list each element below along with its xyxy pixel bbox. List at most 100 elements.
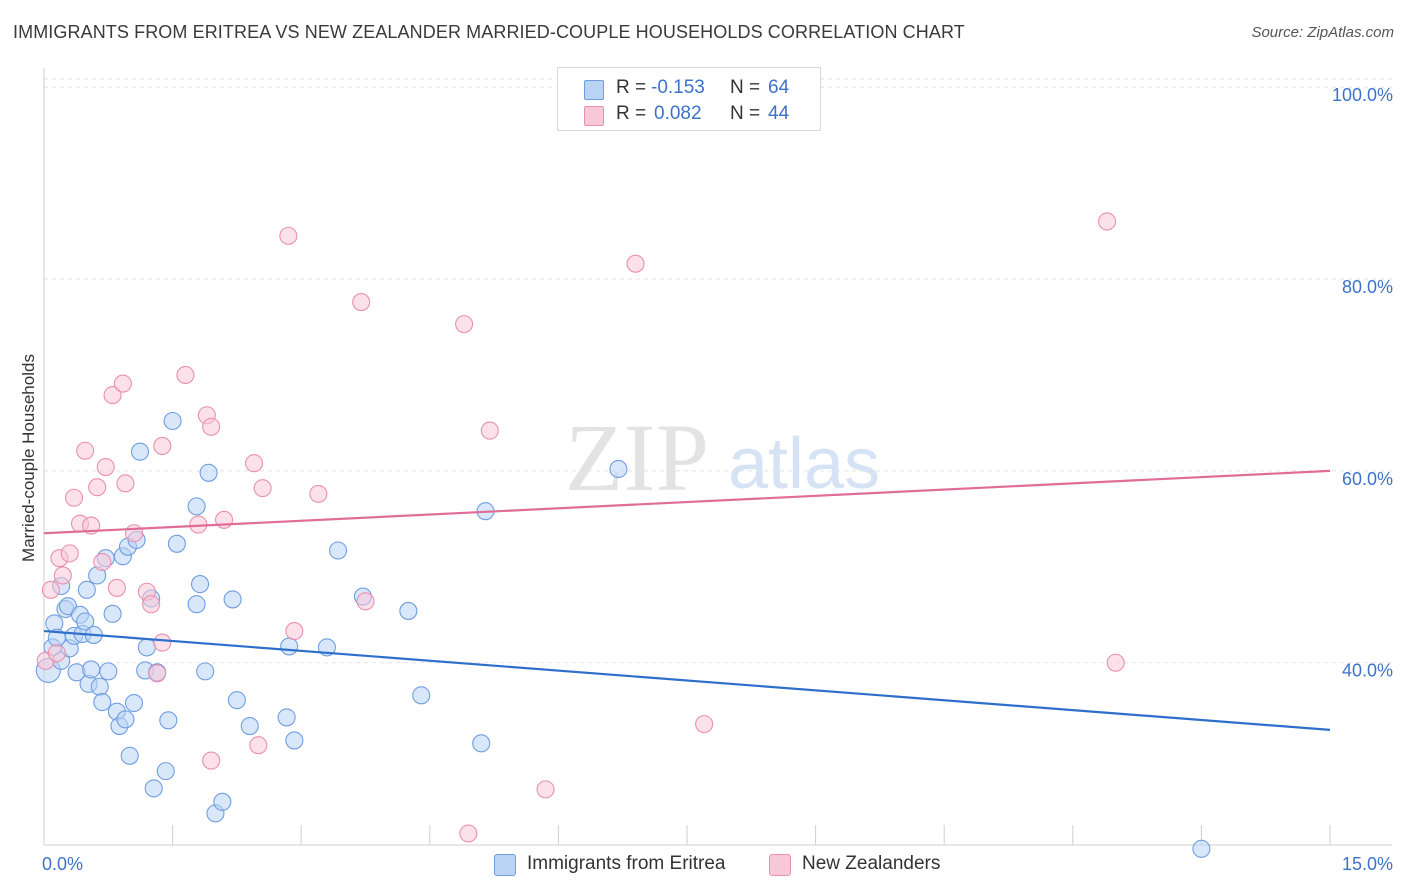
legend-swatch-eritrea: [584, 80, 604, 100]
source-label: Source: ZipAtlas.com: [1251, 24, 1394, 41]
point-new-zealanders: [455, 315, 474, 334]
point-new-zealanders: [202, 417, 221, 436]
point-eritrea: [76, 612, 95, 631]
y-tick-label: 100.0%: [1332, 85, 1393, 105]
chart-title: IMMIGRANTS FROM ERITREA VS NEW ZEALANDER…: [13, 22, 965, 42]
point-new-zealanders: [41, 580, 60, 599]
point-new-zealanders: [626, 254, 645, 273]
legend-row-eritrea: R = -0.153 N = 64: [558, 76, 820, 100]
point-eritrea: [199, 463, 218, 482]
point-eritrea: [93, 693, 112, 712]
point-eritrea: [130, 442, 150, 461]
x-tick-label: 15.0%: [1342, 854, 1393, 874]
point-eritrea: [227, 691, 246, 710]
y-tick-label: 60.0%: [1342, 469, 1393, 489]
point-eritrea: [156, 762, 175, 781]
point-new-zealanders: [279, 226, 298, 245]
point-eritrea: [223, 590, 242, 609]
point-new-zealanders: [113, 374, 132, 393]
point-eritrea: [280, 637, 299, 656]
y-tick-label: 80.0%: [1342, 277, 1393, 297]
bottom-legend-label-new-zealanders: New Zealanders: [802, 853, 941, 874]
watermark: ZIP atlas: [565, 404, 880, 511]
point-new-zealanders: [285, 622, 304, 641]
point-new-zealanders: [309, 484, 328, 503]
trend-line-eritrea: [43, 629, 1331, 731]
point-eritrea: [124, 693, 144, 713]
point-eritrea: [116, 710, 135, 729]
point-new-zealanders: [352, 293, 371, 312]
point-new-zealanders: [47, 644, 66, 663]
point-eritrea: [187, 497, 206, 516]
point-new-zealanders: [53, 566, 72, 585]
point-eritrea: [90, 677, 109, 696]
point-new-zealanders: [253, 479, 272, 498]
legend-swatch-new-zealanders: [584, 106, 604, 126]
point-new-zealanders: [153, 436, 172, 455]
trend-line-new-zealanders: [43, 469, 1331, 535]
point-new-zealanders: [76, 441, 95, 460]
grid-lines: [44, 78, 1392, 664]
point-new-zealanders: [103, 386, 122, 405]
point-eritrea: [285, 731, 304, 750]
point-new-zealanders: [60, 544, 79, 563]
watermark-atlas: atlas: [728, 424, 880, 504]
legend-n-label: N =: [730, 103, 761, 124]
point-new-zealanders: [93, 552, 112, 572]
point-eritrea: [144, 779, 163, 798]
point-eritrea: [120, 746, 139, 765]
point-new-zealanders: [107, 578, 126, 597]
point-eritrea: [240, 717, 259, 736]
legend-row-new-zealanders: R = 0.082 N = 44: [558, 102, 820, 126]
point-eritrea: [196, 662, 215, 681]
point-new-zealanders: [1106, 653, 1125, 672]
legend-r-value: 0.082: [654, 103, 702, 124]
legend: R = -0.153 N = 64 R = 0.082 N = 44: [557, 67, 821, 131]
point-eritrea: [99, 662, 118, 681]
point-eritrea: [1192, 839, 1211, 858]
point-eritrea: [167, 534, 186, 553]
point-eritrea: [159, 711, 178, 730]
point-eritrea: [399, 601, 418, 620]
point-new-zealanders: [244, 454, 264, 473]
bottom-legend-swatch-new-zealanders: [769, 854, 791, 876]
point-eritrea: [190, 575, 210, 594]
trend-layer: [43, 469, 1331, 731]
point-eritrea: [329, 541, 348, 560]
bottom-legend-swatch-eritrea: [494, 854, 516, 876]
point-new-zealanders: [176, 365, 195, 385]
point-new-zealanders: [64, 488, 84, 507]
point-eritrea: [609, 459, 628, 479]
point-eritrea: [163, 411, 182, 431]
point-new-zealanders: [88, 478, 107, 497]
point-eritrea: [82, 660, 101, 679]
point-new-zealanders: [148, 664, 167, 683]
point-new-zealanders: [536, 780, 555, 799]
point-eritrea: [187, 595, 206, 614]
point-new-zealanders: [459, 824, 478, 843]
bottom-legend-label-eritrea: Immigrants from Eritrea: [527, 853, 726, 874]
point-new-zealanders: [96, 458, 115, 477]
axes: [43, 68, 1392, 846]
watermark-zip: ZIP: [565, 404, 709, 511]
point-new-zealanders: [124, 524, 144, 543]
point-eritrea: [103, 604, 122, 623]
point-new-zealanders: [142, 595, 161, 614]
x-tick-label: 0.0%: [42, 854, 83, 874]
legend-r-label: R =: [616, 103, 647, 124]
legend-r-label: R =: [616, 77, 647, 98]
point-eritrea: [472, 734, 491, 753]
point-new-zealanders: [356, 592, 375, 611]
legend-n-value: 44: [768, 103, 790, 124]
point-new-zealanders: [249, 736, 268, 755]
legend-n-label: N =: [730, 77, 761, 98]
point-eritrea: [137, 638, 156, 657]
point-eritrea: [77, 580, 96, 599]
point-new-zealanders: [1098, 212, 1117, 231]
point-eritrea: [412, 686, 431, 705]
point-new-zealanders: [116, 474, 135, 493]
tick-labels: 100.0% 80.0% 60.0% 40.0% 0.0% 15.0%: [42, 85, 1393, 874]
point-new-zealanders: [480, 421, 499, 440]
point-eritrea: [213, 792, 232, 811]
